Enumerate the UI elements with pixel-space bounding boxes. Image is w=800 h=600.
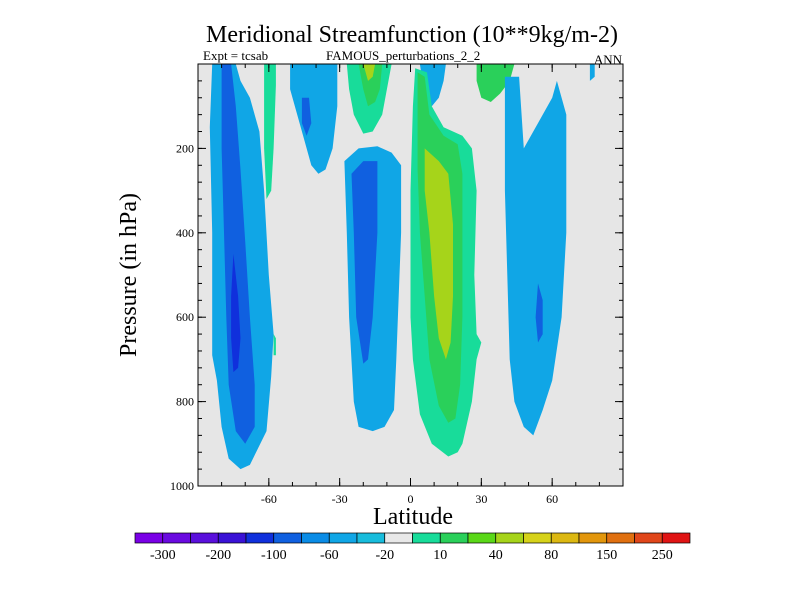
- x-tick-label: -60: [261, 492, 277, 506]
- colorbar-swatch: [661, 532, 691, 544]
- colorbar-swatch: [301, 532, 330, 544]
- colorbar-label: -60: [320, 548, 339, 563]
- x-tick-label: -30: [332, 492, 348, 506]
- colorbar-label: -100: [261, 548, 287, 563]
- colorbar-label: -20: [375, 548, 394, 563]
- contour-sh-upper-cell: [290, 64, 338, 174]
- contour-tropical-sh-core: [351, 161, 378, 364]
- colorbar-swatch: [634, 532, 663, 544]
- y-axis-title: Pressure (in hPa): [116, 193, 142, 357]
- colorbar-swatch: [162, 532, 191, 544]
- colorbar-swatch: [328, 532, 358, 544]
- x-tick-label: 30: [475, 492, 487, 506]
- colorbar-label: 40: [489, 548, 503, 563]
- y-tick-label: 600: [176, 310, 194, 324]
- colorbar-swatch: [273, 532, 302, 544]
- contour-nh-ferrel-core: [535, 283, 543, 343]
- axis-ticks: -60 -30 0 30 60 200 400 600 800 1000: [170, 63, 624, 506]
- contour-sh-small-positive: [273, 334, 276, 356]
- colorbar-swatch: [523, 532, 552, 544]
- y-tick-label: 200: [176, 141, 194, 155]
- colorbar-label: -200: [205, 548, 231, 563]
- contour-nh-polar-spot: [589, 64, 595, 81]
- colorbar-swatch: [134, 532, 164, 544]
- expt-label: Expt = tcsab: [203, 48, 268, 63]
- colorbar-swatch: [550, 532, 580, 544]
- colorbar-label: 150: [596, 548, 617, 563]
- colorbar-swatch: [578, 532, 608, 544]
- x-tick-label: 0: [408, 492, 414, 506]
- colorbar-swatch: [245, 532, 275, 544]
- contour-upper-positive-sh-core: [363, 64, 376, 81]
- colorbar-swatch: [384, 532, 413, 544]
- chart-title: Meridional Streamfunction (10**9kg/m-2): [206, 22, 618, 48]
- colorbar-label: 250: [652, 548, 673, 563]
- contour-nh-ferrel-outer: [504, 76, 567, 436]
- colorbar-swatch: [606, 532, 635, 544]
- x-axis-title: Latitude: [373, 504, 453, 530]
- y-tick-label: 800: [176, 395, 194, 409]
- x-tick-label: 60: [546, 492, 558, 506]
- contour-upper-positive-nh: [476, 64, 515, 102]
- contour-sh-upper-cell-core: [301, 97, 312, 136]
- experiment-name: FAMOUS_perturbations_2_2: [326, 48, 480, 63]
- colorbar-label: 80: [544, 548, 558, 563]
- colorbar-swatch: [356, 532, 386, 544]
- plot-area: -60 -30 0 30 60 200 400 600 800 1000: [170, 63, 624, 506]
- colorbar: -300 -200 -100 -60 -20 10 40 80 150 250: [134, 532, 691, 563]
- contour-sh-deep-cell-core: [231, 253, 241, 373]
- colorbar-swatch: [412, 532, 441, 544]
- colorbar-swatch: [495, 532, 524, 544]
- contour-regions: [209, 64, 595, 470]
- contour-sh-deep-cell-mid: [221, 64, 255, 444]
- colorbar-label: 10: [433, 548, 447, 563]
- y-tick-label: 400: [176, 226, 194, 240]
- y-tick-label: 1000: [170, 479, 194, 493]
- contour-sh-thin-positive: [264, 64, 276, 199]
- contour-upper-positive-sh-inner: [358, 64, 383, 107]
- colorbar-label: -300: [150, 548, 176, 563]
- period-label: ANN: [594, 52, 623, 67]
- colorbar-swatch: [190, 532, 219, 544]
- colorbar-swatch: [467, 532, 497, 544]
- colorbar-swatch: [217, 532, 247, 544]
- colorbar-swatch: [439, 532, 469, 544]
- contour-nh-hadley-inner: [424, 148, 453, 360]
